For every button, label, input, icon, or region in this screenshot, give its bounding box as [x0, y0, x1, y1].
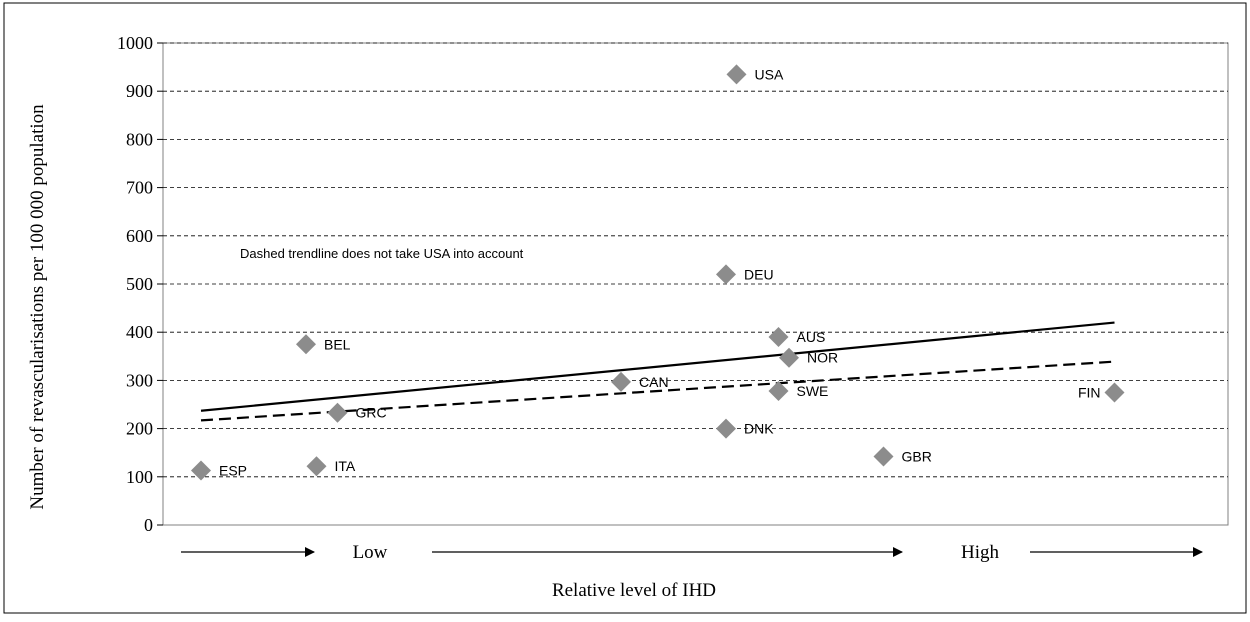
y-tick-label: 600 — [126, 226, 153, 246]
point-label-aus: AUS — [797, 329, 826, 345]
trendlines — [200, 321, 1115, 422]
y-axis-ticks: 0 100 200 300 400 500 600 700 800 900 1000 — [117, 33, 163, 535]
point-label-gbr: GBR — [902, 449, 932, 465]
y-tick-label: 300 — [126, 370, 153, 390]
point-gbr — [873, 446, 894, 467]
gridlines — [163, 42, 1228, 478]
data-points: ESP BEL GRC ITA CAN USA DEU DNK AUS NOR SWE GBR FIN — [191, 64, 1125, 481]
y-tick-label: 900 — [126, 81, 153, 101]
point-usa — [726, 64, 747, 85]
y-tick-label: 100 — [126, 467, 153, 487]
point-label-dnk: DNK — [744, 421, 774, 437]
point-deu — [716, 264, 736, 285]
point-ita — [306, 456, 327, 477]
point-label-esp: ESP — [219, 463, 247, 479]
point-label-grc: GRC — [356, 405, 387, 421]
point-label-can: CAN — [639, 374, 669, 390]
point-esp — [191, 460, 211, 481]
point-grc — [327, 402, 348, 423]
point-aus — [768, 327, 789, 348]
point-fin — [1104, 382, 1125, 403]
y-tick-label: 700 — [126, 178, 153, 198]
x-scale-high: High — [961, 542, 1000, 563]
x-axis-title: Relative level of IHD — [552, 580, 716, 601]
point-swe — [768, 381, 789, 402]
y-tick-label: 400 — [126, 322, 153, 342]
point-label-ita: ITA — [335, 458, 356, 474]
point-label-swe: SWE — [797, 383, 829, 399]
point-label-usa: USA — [755, 66, 784, 82]
dashed-trendline — [200, 360, 1115, 422]
point-label-bel: BEL — [324, 336, 351, 352]
y-axis-title: Number of revascularisations per 100 000… — [27, 104, 48, 510]
y-tick-label: 200 — [126, 419, 153, 439]
y-tick-label: 800 — [126, 129, 153, 149]
y-tick-label: 1000 — [117, 33, 153, 53]
point-label-deu: DEU — [744, 266, 774, 282]
x-scale-low: Low — [353, 542, 388, 563]
solid-trendline — [200, 321, 1115, 412]
y-tick-label: 500 — [126, 274, 153, 294]
point-label-nor: NOR — [807, 350, 838, 366]
point-nor — [779, 347, 799, 368]
trendline-note: Dashed trendline does not take USA into … — [240, 246, 524, 261]
y-tick-label: 0 — [144, 515, 153, 535]
point-bel — [296, 334, 316, 355]
point-label-fin: FIN — [1078, 384, 1101, 400]
point-can — [611, 371, 631, 392]
outer-frame — [3, 2, 1247, 614]
point-dnk — [716, 418, 736, 439]
